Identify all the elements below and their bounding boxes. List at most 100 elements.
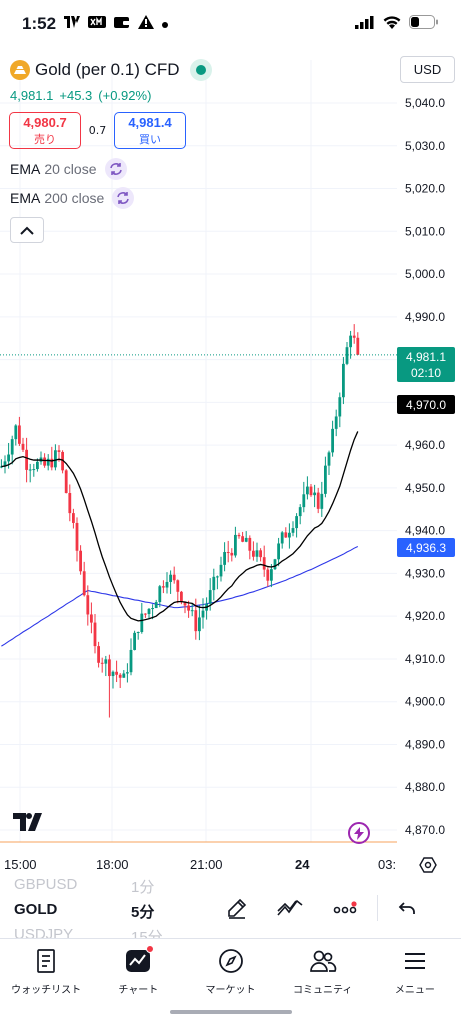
- price-summary: 4,981.1 +45.3 (+0.92%): [10, 88, 151, 103]
- indicator-ema200[interactable]: EMA 200 close: [10, 187, 135, 209]
- indicator-name: EMA: [10, 161, 41, 177]
- nav-community[interactable]: コミュニティ: [277, 939, 369, 1000]
- candle-body: [79, 550, 82, 572]
- symbol-item[interactable]: USDJPY: [14, 926, 74, 938]
- candle-body: [230, 552, 234, 556]
- currency-button[interactable]: USD: [400, 56, 455, 83]
- community-icon: [309, 947, 337, 975]
- candle-body: [90, 614, 93, 623]
- candle-body: [140, 613, 144, 632]
- candle-body: [288, 532, 291, 538]
- price-tick: 4,990.0: [405, 310, 445, 324]
- candle-body: [176, 580, 180, 592]
- candle-body: [64, 470, 68, 494]
- bar-countdown: 02:10: [411, 366, 441, 380]
- candle-body: [313, 492, 316, 496]
- candle-body: [115, 671, 118, 675]
- warning-notification-icon: [138, 15, 154, 33]
- candle-body: [201, 610, 205, 618]
- time-tick: 03:: [378, 857, 396, 872]
- candle-body: [46, 458, 50, 466]
- candle-body: [25, 449, 28, 470]
- dot-notification-icon: [162, 17, 168, 32]
- candle-body: [75, 522, 79, 551]
- buy-button[interactable]: 4,981.4 買い: [114, 112, 186, 149]
- price-tick: 4,960.0: [405, 438, 445, 452]
- candle-body: [54, 450, 57, 468]
- time-tick: 15:00: [4, 857, 37, 872]
- ema200-value: 4,936.3: [406, 541, 446, 555]
- symbol-row[interactable]: Gold (per 0.1) CFD: [10, 56, 212, 84]
- candle-body: [270, 569, 273, 581]
- candle-body: [338, 397, 342, 417]
- symbol-title[interactable]: Gold (per 0.1) CFD: [35, 60, 180, 79]
- timeframe-item-selected[interactable]: 5分: [131, 904, 155, 921]
- indicators-icon[interactable]: [275, 893, 305, 923]
- candle-body: [324, 465, 327, 494]
- candle-body: [226, 552, 230, 554]
- symbol-switcher[interactable]: GBPUSD 1分 GOLD 5分 USDJPY 15分: [0, 876, 200, 938]
- sell-button[interactable]: 4,980.7 売り: [9, 112, 81, 149]
- candle-body: [104, 659, 108, 664]
- undo-icon[interactable]: [392, 893, 422, 923]
- candle-body: [277, 543, 280, 560]
- price-tick: 5,020.0: [405, 182, 445, 196]
- candle-body: [14, 425, 18, 440]
- compass-icon: [217, 947, 245, 975]
- candle-body: [187, 605, 190, 611]
- price-tick: 4,870.0: [405, 823, 445, 837]
- symbol-item-selected[interactable]: GOLD: [14, 901, 58, 918]
- loading-sync-icon[interactable]: [104, 158, 127, 180]
- nav-watchlist[interactable]: ウォッチリスト: [0, 939, 92, 1000]
- ema200-path: [1, 545, 359, 647]
- pen-icon[interactable]: [222, 893, 252, 923]
- nav-chart[interactable]: チャート: [92, 939, 184, 1000]
- candle-body: [21, 443, 25, 450]
- ema20-price-label: 4,970.0: [397, 395, 455, 414]
- candle-body: [43, 457, 46, 466]
- nav-markets[interactable]: マーケット: [184, 939, 276, 1000]
- loading-sync-icon[interactable]: [112, 187, 135, 209]
- xm-notification-icon: [88, 16, 106, 32]
- more-icon[interactable]: [330, 893, 360, 923]
- price-chart[interactable]: 5,040.0 5,030.0 5,020.0 5,010.0 5,000.0 4,990…: [0, 0, 461, 880]
- nav-label: ウォッチリスト: [11, 985, 82, 996]
- candle-body: [136, 631, 140, 633]
- ema20-path: [1, 431, 359, 622]
- price-tick: 4,920.0: [405, 609, 445, 623]
- candle-body: [248, 537, 252, 551]
- timeframe-item[interactable]: 1分: [131, 879, 155, 896]
- nav-label: マーケット: [205, 985, 256, 996]
- buy-label: 買い: [139, 133, 161, 146]
- candle-body: [180, 591, 183, 603]
- indicator-param: 200 close: [44, 190, 105, 206]
- menu-icon: [401, 947, 429, 975]
- collapse-legend-button[interactable]: [10, 217, 44, 243]
- spread-value: 0.7: [88, 124, 107, 137]
- candle-body: [223, 552, 226, 565]
- settings-hex-icon[interactable]: [419, 856, 437, 878]
- chart-grid: [0, 60, 397, 842]
- timeframe-item[interactable]: 15分: [131, 929, 163, 938]
- candle-body: [302, 494, 306, 508]
- candle-body: [72, 513, 75, 523]
- candle-body: [266, 569, 270, 581]
- candle-body: [234, 534, 237, 556]
- candle-body: [198, 617, 201, 632]
- price-tick: 4,950.0: [405, 481, 445, 495]
- price-tick: 4,940.0: [405, 524, 445, 538]
- candle-body: [144, 613, 147, 615]
- last-price: 4,981.1: [10, 88, 54, 103]
- nav-menu[interactable]: メニュー: [369, 939, 461, 1000]
- candle-body: [291, 528, 295, 533]
- candle-body: [100, 662, 104, 664]
- indicator-ema20[interactable]: EMA 20 close: [10, 158, 127, 180]
- symbol-item[interactable]: GBPUSD: [14, 876, 78, 893]
- wifi-icon: [383, 14, 401, 33]
- candle-body: [129, 649, 133, 673]
- wallet-notification-icon: [114, 16, 130, 32]
- candle-body: [10, 439, 14, 455]
- candle-body: [3, 461, 7, 467]
- indicator-param: 20 close: [44, 161, 97, 177]
- lightning-icon[interactable]: [348, 822, 370, 844]
